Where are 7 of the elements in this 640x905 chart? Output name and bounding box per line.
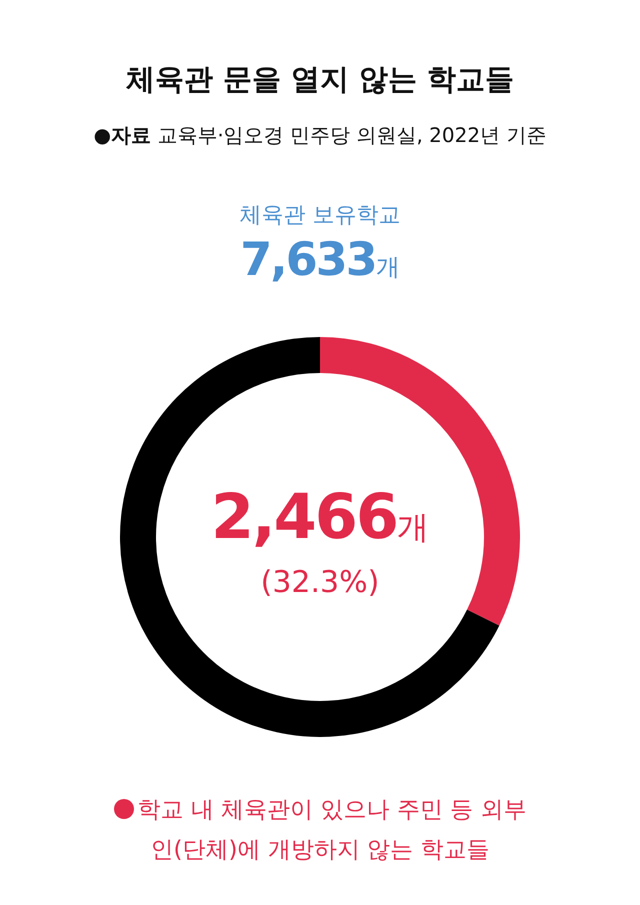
data-label: 2,466개 [210,480,430,553]
legend-label: 학교 내 체육관이 있으나 주민 등 외부인(단체)에 개방하지 않는 학교들 [136,796,528,865]
chart-subtitle: ●자료 교육부·임오경 민주당 의원실, 2022년 기준 [92,122,548,149]
chart-title: 체육관 문을 열지 않는 학교들 [124,61,516,98]
text: 체육관 보유학교 [238,202,402,230]
text: 7,633개 [240,232,400,286]
text: (32.3%) [260,565,380,600]
